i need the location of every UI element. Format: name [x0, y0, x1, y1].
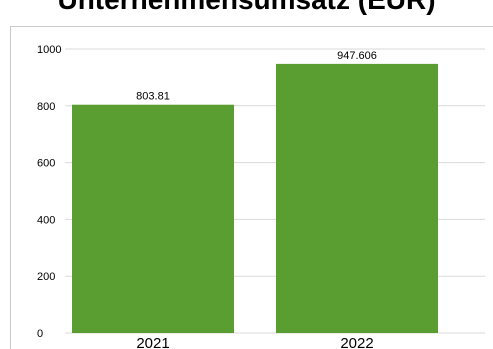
y-tick-label-200: 200: [37, 271, 55, 283]
y-tick-label-600: 600: [37, 158, 55, 170]
y-tick-label-800: 800: [37, 101, 55, 113]
chart-title: Unternehmensumsatz (EUR): [0, 0, 493, 17]
y-tick-label-0: 0: [37, 328, 43, 340]
bar-2022: [276, 63, 438, 334]
y-tick-label-400: 400: [37, 214, 55, 226]
data-label-2022: 947.606: [337, 50, 377, 62]
data-label-2021: 803.81: [136, 91, 170, 103]
x-tick-label-2021: 2021: [136, 335, 169, 349]
y-tick-label-1000: 1000: [37, 44, 61, 56]
x-tick-label-2022: 2022: [340, 335, 373, 349]
bar-2021: [72, 104, 234, 333]
